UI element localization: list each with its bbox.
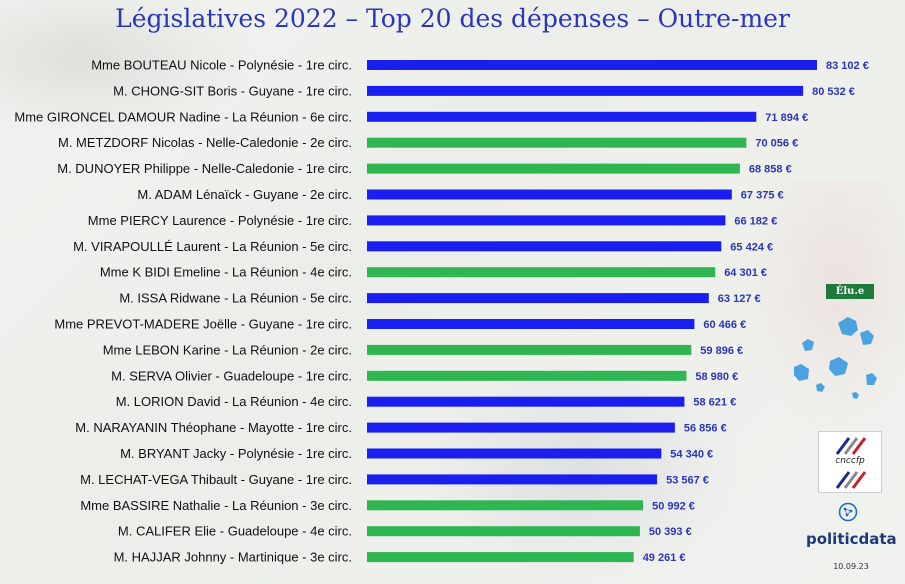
category-label: Mme BOUTEAU Nicole - Polynésie - 1re cir… xyxy=(91,58,352,73)
bar xyxy=(367,319,695,329)
bar xyxy=(367,189,732,200)
cnccfp-stripes-icon xyxy=(835,471,867,489)
value-label: 80 532 € xyxy=(812,86,855,98)
bar xyxy=(367,241,722,252)
map-islands-icon xyxy=(794,317,877,399)
category-label: Mme PIERCY Laurence - Polynésie - 1re ci… xyxy=(88,213,352,228)
category-label: M. METZDORF Nicolas - Nelle-Caledonie - … xyxy=(58,135,352,150)
value-label: 65 424 € xyxy=(730,241,773,253)
value-label: 56 856 € xyxy=(684,423,727,435)
category-label: M. CALIFER Elie - Guadeloupe - 4e circ. xyxy=(118,524,352,539)
bar xyxy=(367,137,747,148)
bar xyxy=(367,293,709,304)
category-label: M. LORION David - La Réunion - 4e circ. xyxy=(116,394,352,409)
category-label: M. ADAM Lénaïck - Guyane - 2e circ. xyxy=(137,187,352,202)
value-label: 64 301 € xyxy=(724,267,767,279)
value-label: 49 261 € xyxy=(643,552,686,564)
value-label: 83 102 € xyxy=(826,60,869,72)
bar xyxy=(367,552,634,563)
category-label: Mme K BIDI Emeline - La Réunion - 4e cir… xyxy=(100,265,352,280)
bar xyxy=(367,500,644,511)
category-label: M. LECHAT-VEGA Thibault - Guyane - 1re c… xyxy=(80,472,352,487)
category-label: M. VIRAPOULLÉ Laurent - La Réunion - 5e … xyxy=(73,239,352,254)
value-label: 50 992 € xyxy=(652,500,695,512)
value-label: 68 858 € xyxy=(749,164,792,176)
bar xyxy=(367,396,685,407)
category-label: Mme LEBON Karine - La Réunion - 2e circ. xyxy=(103,342,352,357)
category-label: M. ISSA Ridwane - La Réunion - 5e circ. xyxy=(119,291,352,306)
bar xyxy=(367,370,687,381)
category-label: M. DUNOYER Philippe - Nelle-Caledonie - … xyxy=(57,161,352,176)
category-label: Mme PREVOT-MADERE Joëlle - Guyane - 1re … xyxy=(54,317,352,332)
cnccfp-logo: cnccfp xyxy=(818,431,882,493)
cnccfp-stripes-icon xyxy=(835,437,867,455)
bar xyxy=(367,448,662,459)
category-label: M. BRYANT Jacky - Polynésie - 1re circ. xyxy=(120,446,352,461)
cnccfp-label: cnccfp xyxy=(835,456,865,466)
value-label: 66 182 € xyxy=(734,215,777,227)
bar xyxy=(367,111,757,122)
bar xyxy=(367,267,716,278)
value-label: 58 980 € xyxy=(695,371,738,383)
value-label: 63 127 € xyxy=(718,293,761,305)
publication-date: 10.09.23 xyxy=(833,562,869,571)
category-label: Mme GIRONCEL DAMOUR Nadine - La Réunion … xyxy=(14,109,352,124)
value-label: 53 567 € xyxy=(666,474,709,486)
value-label: 67 375 € xyxy=(741,190,784,202)
chart-title: Législatives 2022 – Top 20 des dépenses … xyxy=(115,4,790,33)
bar xyxy=(367,422,675,433)
value-label: 50 393 € xyxy=(649,526,692,538)
value-label: 54 340 € xyxy=(670,449,713,461)
value-label: 59 896 € xyxy=(700,345,743,357)
category-label: M. HAJJAR Johnny - Martinique - 3e circ. xyxy=(114,550,352,565)
value-label: 71 894 € xyxy=(765,112,808,124)
elected-legend-badge: Élu.e xyxy=(826,284,874,299)
politicdata-logo-text: politicdata xyxy=(806,530,897,548)
bar xyxy=(367,526,640,537)
bar xyxy=(367,60,817,70)
bar xyxy=(367,474,658,485)
value-label: 58 621 € xyxy=(693,397,736,409)
bar xyxy=(367,163,740,174)
value-label: 70 056 € xyxy=(755,138,798,150)
value-label: 60 466 € xyxy=(703,319,746,331)
bar xyxy=(367,215,726,226)
category-label: M. CHONG-SIT Boris - Guyane - 1re circ. xyxy=(113,83,352,98)
category-label: M. NARAYANIN Théophane - Mayotte - 1re c… xyxy=(75,420,352,435)
politicdata-globe-icon xyxy=(838,502,858,522)
category-label: M. SERVA Olivier - Guadeloupe - 1re circ… xyxy=(111,368,352,383)
bar xyxy=(367,344,692,355)
category-label: Mme BASSIRE Nathalie - La Réunion - 3e c… xyxy=(80,498,352,513)
bar xyxy=(367,85,804,96)
